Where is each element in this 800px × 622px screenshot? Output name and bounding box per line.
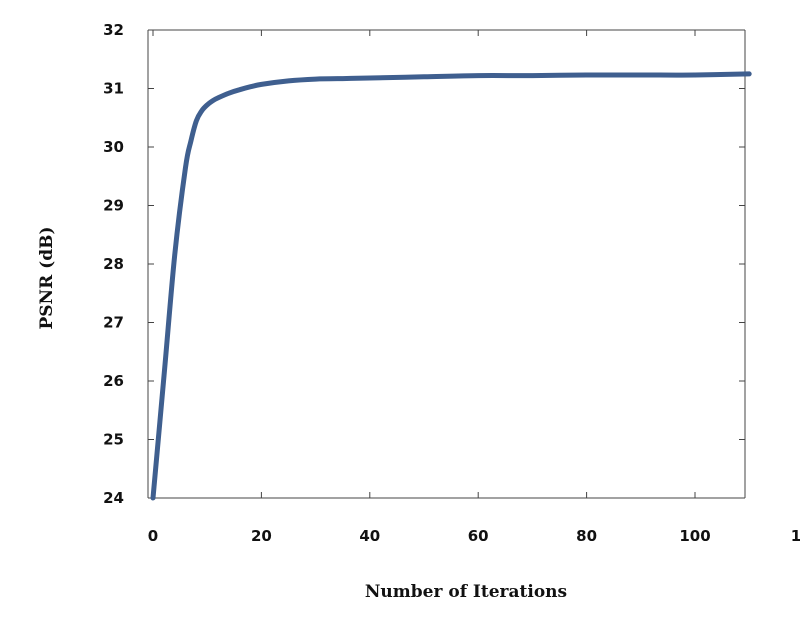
x-tick-label: 40: [359, 527, 380, 545]
x-tick-label: 120: [791, 527, 800, 545]
y-tick-label: 25: [103, 431, 124, 449]
series-layer: [150, 71, 752, 501]
x-tick-label: 60: [468, 527, 489, 545]
psnr-series-line: [150, 71, 752, 501]
x-tick-label: 80: [576, 527, 597, 545]
x-axis-ticks: 0 20 40 60 80 100 120: [148, 30, 800, 545]
x-tick-label: 100: [679, 527, 710, 545]
x-axis-title: Number of Iterations: [365, 582, 567, 602]
y-tick-label: 29: [103, 197, 124, 215]
y-tick-label: 28: [103, 255, 124, 273]
y-tick-label: 31: [103, 80, 124, 98]
y-axis-title: PSNR (dB): [37, 227, 57, 330]
y-axis-ticks: 24 25 26 27 28 29 30 31 32: [103, 21, 745, 507]
y-tick-label: 26: [103, 372, 124, 390]
y-tick-label: 24: [103, 489, 124, 507]
y-tick-label: 30: [103, 138, 124, 156]
plot-frame: [147, 29, 746, 499]
y-tick-label: 27: [103, 314, 124, 332]
x-tick-label: 0: [148, 527, 158, 545]
y-tick-label: 32: [103, 21, 124, 39]
x-tick-label: 20: [251, 527, 272, 545]
